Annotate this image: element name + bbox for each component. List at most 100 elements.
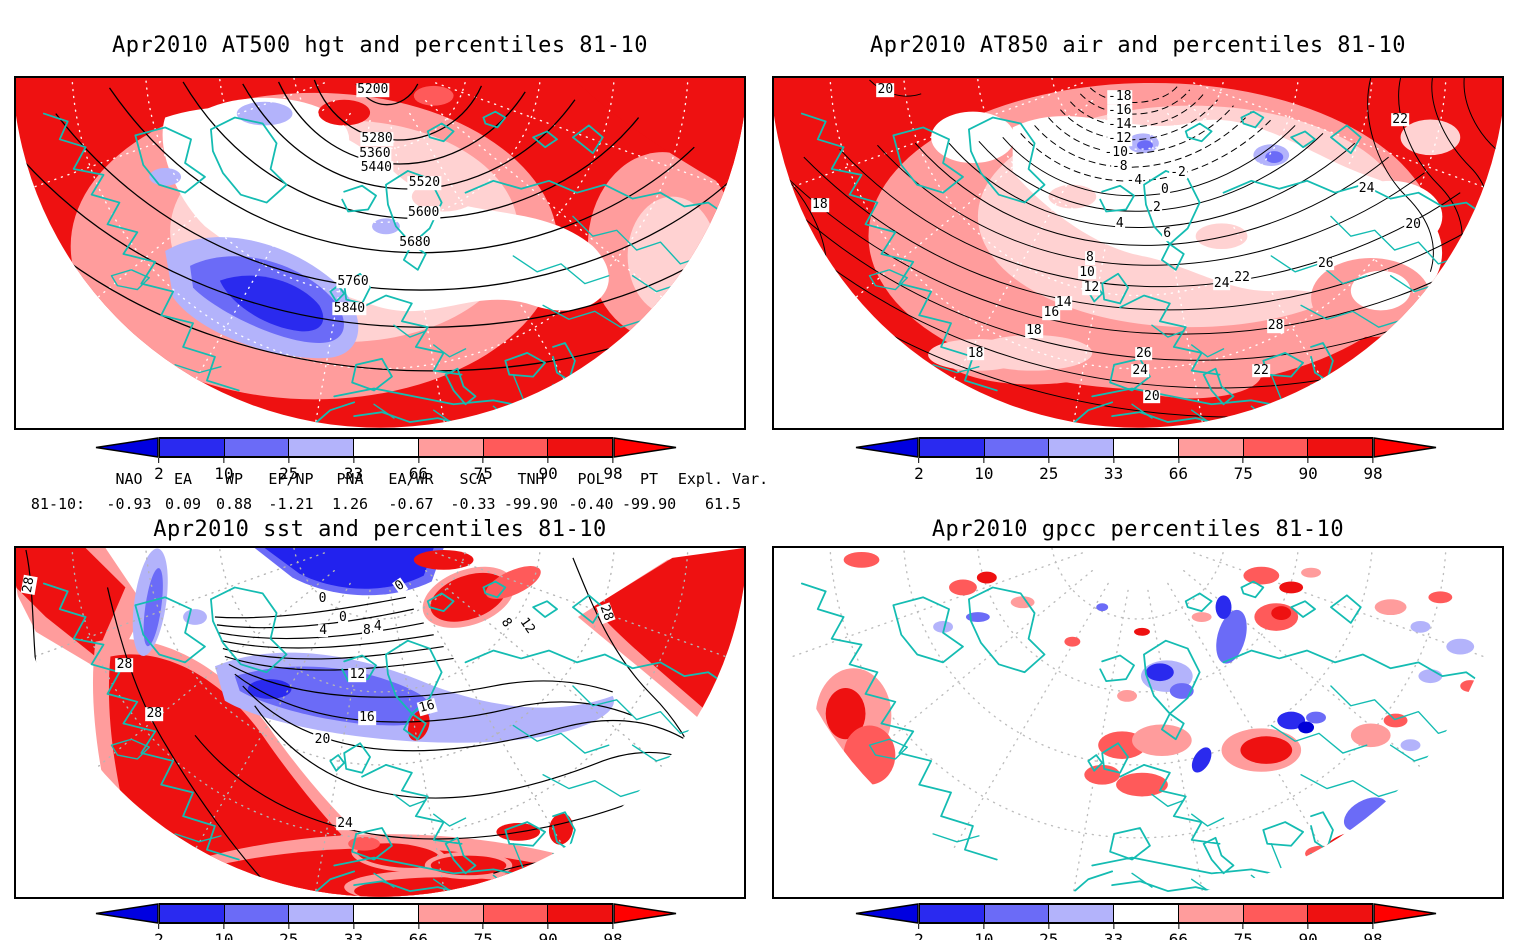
colorbar-tick-value: 66 [1168, 464, 1189, 483]
contour-label: 28 [20, 574, 38, 595]
colorbar-tick-label: 10 [214, 458, 233, 483]
contour-label: 28 [145, 706, 164, 722]
colorbar-tick-mark [417, 458, 419, 463]
contour-label: -10 [1103, 145, 1129, 161]
table-corner-cell [16, 470, 100, 488]
colorbar-tick-label: 66 [1169, 458, 1188, 483]
colorbar-tick-mark [353, 924, 355, 929]
colorbar-tick-label: 75 [1234, 458, 1253, 483]
colorbar-tick-mark [918, 458, 920, 463]
contour-label: 16 [1042, 305, 1061, 321]
colorbar-tick-value: 33 [343, 930, 364, 940]
contour-label: 5840 [332, 300, 367, 316]
colorbar-segment [1243, 437, 1309, 458]
contour-label: 10 [1078, 264, 1096, 280]
colorbar-tick-label: 75 [474, 924, 493, 940]
colorbar-tick-mark [288, 924, 290, 929]
colorbar-tick-label: 33 [1104, 924, 1123, 940]
colorbar-tick-value: 25 [279, 930, 299, 940]
table-value-cell: 1.26 [331, 495, 369, 513]
map-art [774, 548, 1502, 897]
colorbar-segment [1178, 903, 1244, 924]
colorbar-tick-label: 33 [344, 924, 363, 940]
colorbar-segment [224, 437, 290, 458]
contour-label: 4 [372, 619, 383, 635]
colorbar-tick-label: 2 [154, 924, 164, 940]
colorbar-tick-value: 75 [1233, 930, 1253, 940]
colorbar-tick-mark [612, 924, 614, 929]
colorbar-segment [919, 903, 985, 924]
contour-label: 5360 [358, 146, 392, 162]
contour-label: 28 [115, 657, 134, 673]
colorbar-tick-mark [547, 924, 549, 929]
colorbar-tick-value: 2 [914, 464, 924, 483]
contour-label: 22 [1252, 362, 1270, 378]
table-value-cell: -0.40 [568, 495, 614, 513]
colorbar-tick-value: 10 [214, 464, 234, 483]
colorbar-tick-mark [612, 458, 614, 463]
colorbar-tick-value: 90 [538, 464, 558, 483]
colorbar-tick-mark [417, 924, 419, 929]
contour-label: 2 [1152, 199, 1162, 215]
colorbar-tick-label: 98 [603, 458, 623, 483]
colorbar-tick-label: 10 [974, 924, 993, 940]
contour-label: -2 [1169, 164, 1187, 180]
table-header-cell: POL [577, 470, 605, 488]
colorbar-segment [1049, 903, 1115, 924]
colorbar-tick-value: 10 [974, 464, 994, 483]
contour-label: 0 [337, 610, 348, 626]
table-row-label: 81-10: [30, 495, 86, 513]
colorbar-tick-value: 33 [343, 464, 364, 483]
table-header-cell: WP [224, 470, 244, 488]
contour-label: -16 [1107, 103, 1133, 119]
colorbar-tick-value: 25 [1039, 930, 1059, 940]
colorbar-segment [1243, 903, 1309, 924]
colorbar-segment [418, 903, 484, 924]
colorbar-tick-value: 90 [1298, 464, 1318, 483]
colorbar-segment [159, 903, 225, 924]
colorbar-tick-mark [288, 458, 290, 463]
colorbar-segment [354, 437, 419, 458]
colorbar-right-arrow-icon [613, 437, 677, 458]
table-header-cell: PT [639, 470, 659, 488]
contour-label: 8 [361, 622, 372, 638]
colorbar-tick-value: 98 [1363, 930, 1383, 940]
colorbar-tick-label: 98 [603, 924, 623, 940]
colorbar-segments [919, 437, 1374, 458]
contour-label: 24 [336, 815, 354, 831]
table-header-cell: TNH [517, 470, 545, 488]
colorbar-left-arrow-icon [95, 903, 159, 924]
colorbar-tick-value: 75 [473, 464, 493, 483]
colorbar-tick-mark [1048, 458, 1050, 463]
colorbar-tick-value: 25 [279, 464, 299, 483]
colorbar-tick-mark [918, 924, 920, 929]
colorbar-tick-value: 66 [408, 464, 429, 483]
teleconnection-table: NAO EA WP EP/NP PNA EA/WR SCA TNH POL PT Expl. Var… [16, 470, 770, 513]
panel-title: Apr2010 gpcc percentiles 81-10 [931, 517, 1345, 542]
colorbar-segment [548, 903, 614, 924]
contour-label: 0 [1160, 182, 1170, 198]
colorbar-left-arrow-icon [855, 903, 919, 924]
contour-label: 26 [1134, 345, 1153, 361]
colorbar-tick-label: 90 [1299, 458, 1318, 483]
colorbar-tick-label: 33 [1104, 458, 1123, 483]
contour-label: 8 [1085, 250, 1095, 266]
colorbar-tick-value: 75 [1233, 464, 1253, 483]
colorbar-tick-mark [1048, 924, 1050, 929]
colorbar-tick-label: 2 [914, 458, 924, 483]
colorbar-tick-label: 25 [1039, 924, 1058, 940]
table-value-cell: -99.90 [503, 495, 559, 513]
contour-label: 5200 [356, 82, 390, 98]
colorbar-left-arrow-icon [95, 437, 159, 458]
colorbar-tick-label: 90 [1299, 924, 1318, 940]
colorbar-tick-value: 75 [473, 930, 493, 940]
colorbar-tick-mark [983, 458, 985, 463]
colorbar-segment [1308, 903, 1374, 924]
colorbar-segment [984, 903, 1050, 924]
contour-label: 20 [876, 82, 895, 98]
colorbar-tick-label: 66 [409, 924, 428, 940]
colorbar-tick-mark [1307, 924, 1309, 929]
colorbar-right-arrow-icon [613, 903, 677, 924]
colorbar-tick-mark [1113, 924, 1115, 929]
